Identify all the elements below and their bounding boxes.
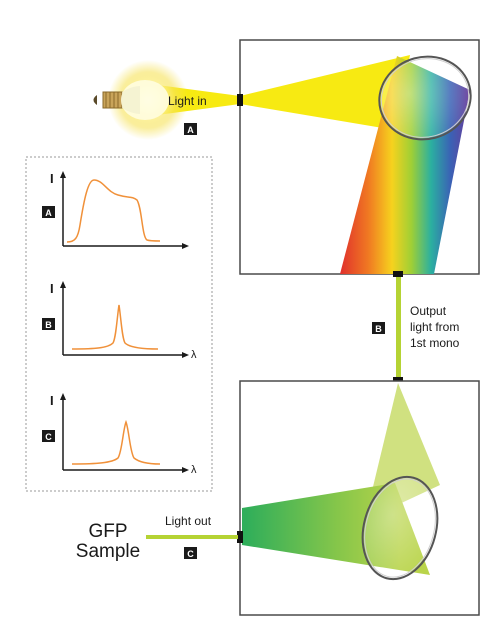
svg-text:1st mono: 1st mono xyxy=(410,336,460,350)
badge-a: A xyxy=(184,123,197,135)
output-light-label: Output light from 1st mono xyxy=(410,304,460,350)
spectrum-c-curve xyxy=(71,419,161,465)
svg-text:A: A xyxy=(187,125,194,135)
light-in-label: Light in xyxy=(168,94,207,108)
light-bulb-icon xyxy=(93,60,188,140)
spectrum-c: I λ C xyxy=(42,393,197,476)
output-fiber xyxy=(146,535,238,539)
spectrum-b-curve xyxy=(71,304,159,350)
output-slit-top xyxy=(393,271,403,277)
svg-text:light from: light from xyxy=(410,320,459,334)
spectrum-a-curve xyxy=(66,179,161,243)
badge-b: B xyxy=(372,322,385,334)
spectrum-c-y-label: I xyxy=(50,393,54,408)
spectrum-b-x-label: λ xyxy=(191,349,197,361)
svg-text:GFP: GFP xyxy=(88,521,127,542)
badge-c: C xyxy=(184,547,197,559)
spectrum-a-y-label: I xyxy=(50,171,54,186)
svg-text:Sample: Sample xyxy=(76,541,140,562)
spectrum-b-y-label: I xyxy=(50,281,54,296)
fiber-connector xyxy=(396,277,401,378)
input-slit-bottom xyxy=(393,377,403,383)
spectrum-b-badge: B xyxy=(45,320,52,330)
gfp-sample-label: GFP Sample xyxy=(76,521,140,562)
input-slit xyxy=(237,94,243,106)
input-light-cone xyxy=(240,55,410,130)
svg-text:C: C xyxy=(187,549,194,559)
spectrum-c-x-label: λ xyxy=(191,464,197,476)
svg-text:Output: Output xyxy=(410,304,447,318)
svg-text:B: B xyxy=(375,324,382,334)
lens-icon xyxy=(378,55,472,141)
output-slit xyxy=(237,531,243,543)
spectrum-a: I A xyxy=(42,171,189,249)
light-out-label: Light out xyxy=(165,514,212,528)
spectrum-c-badge: C xyxy=(45,432,52,442)
spectrum-a-badge: A xyxy=(45,208,52,218)
spectra-panel xyxy=(25,156,213,492)
spectrum-b: I λ B xyxy=(42,281,197,361)
lens-icon xyxy=(361,475,439,581)
